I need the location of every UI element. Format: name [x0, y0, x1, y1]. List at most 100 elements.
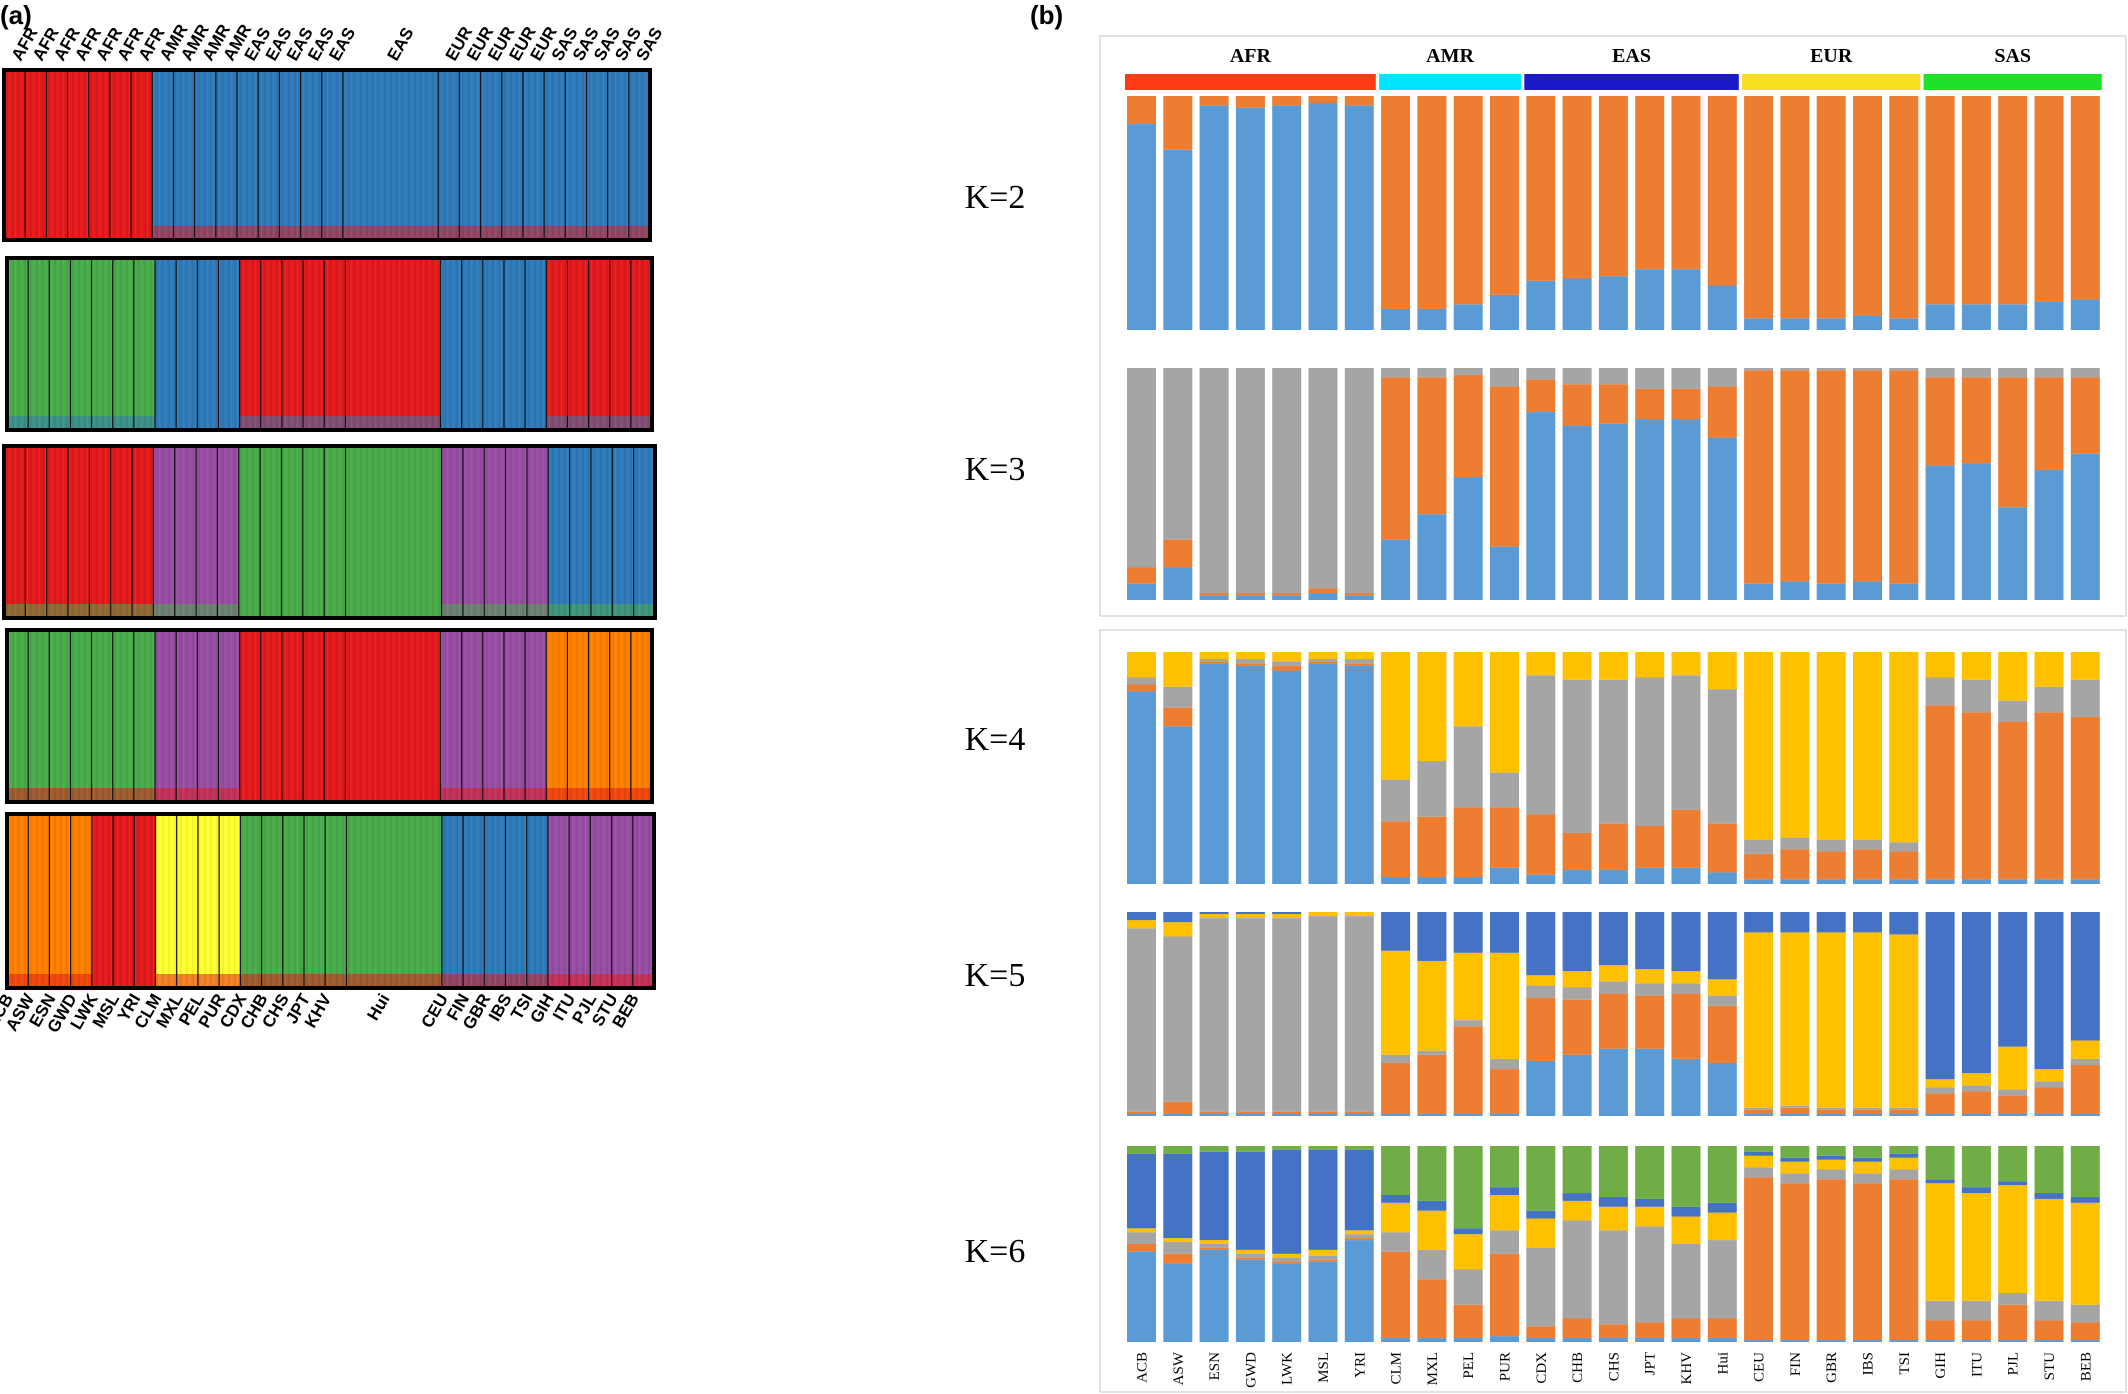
stacked-bar-segment — [1635, 867, 1665, 884]
category-label: CEU — [1752, 1352, 1768, 1382]
stacked-bar-segment — [1272, 918, 1302, 1112]
category-label: ITU — [1969, 1352, 1985, 1377]
stacked-bar-segment — [1889, 583, 1919, 600]
stacked-bar-segment — [1671, 1338, 1701, 1342]
stacked-bar-segment — [1344, 368, 1374, 594]
stacked-bar-segment — [1381, 1202, 1411, 1233]
stacked-bar-segment — [1199, 96, 1229, 106]
stacked-bar-segment — [2034, 1340, 2064, 1342]
stacked-bar-segment — [1562, 1338, 1592, 1342]
stacked-bar-segment — [1961, 96, 1991, 305]
stacked-bar-segment — [1381, 1054, 1411, 1063]
stacked-bar-segment — [1889, 842, 1919, 852]
stacked-bar-segment — [1707, 823, 1737, 873]
stacked-bar-segment — [1889, 96, 1919, 319]
stacked-bar-segment — [1490, 1058, 1519, 1070]
stacked-bar-segment — [1707, 872, 1737, 884]
stacked-bar-segment — [1816, 1113, 1846, 1116]
stacked-bar-segment — [1272, 665, 1302, 671]
stacked-bar-segment — [1816, 1340, 1846, 1342]
stacked-bar-segment — [1780, 581, 1810, 600]
stacked-bar-segment — [1490, 1336, 1519, 1342]
stacked-bar-segment — [1453, 807, 1483, 878]
stacked-bar-segment — [1780, 96, 1810, 319]
category-label: JPT — [1643, 1352, 1659, 1375]
stacked-bar-segment — [1744, 1177, 1774, 1341]
stacked-bar-segment — [1744, 370, 1774, 584]
stacked-bar-segment — [1272, 670, 1302, 884]
stacked-bar-segment — [1889, 912, 1919, 935]
stacked-bar-segment — [1671, 652, 1701, 676]
stacked-bar-segment — [1998, 1095, 2028, 1114]
stacked-bar-segment — [1272, 661, 1302, 666]
stacked-bar-segment — [1853, 1107, 1882, 1110]
stacked-bar-segment — [1961, 912, 1991, 1074]
stacked-bar-segment — [1272, 1146, 1302, 1150]
structure-plot-4 — [2, 444, 657, 620]
stacked-bar-segment — [1598, 981, 1628, 994]
stacked-bar-segment — [1417, 1146, 1447, 1201]
stacked-bar-segment — [1235, 1249, 1265, 1254]
stacked-bar-segment — [1816, 652, 1846, 840]
stacked-bar-segment — [1235, 1146, 1265, 1152]
stacked-bar-segment — [1925, 652, 1955, 678]
stacked-bar-segment — [1272, 1253, 1302, 1258]
structure-frame — [2, 68, 652, 242]
stacked-bar-segment — [1671, 96, 1701, 270]
superpop-bar-afr — [1125, 74, 1376, 90]
stacked-bar-segment — [1526, 280, 1556, 330]
stacked-bar-segment — [1707, 386, 1737, 438]
stacked-bar-segment — [1635, 1206, 1665, 1227]
stacked-bar-segment — [1961, 304, 1991, 330]
stacked-bar-segment — [1744, 853, 1774, 880]
stacked-bar-segment — [1344, 593, 1374, 596]
stacked-bar-segment — [1199, 595, 1229, 600]
stacked-bar-segment — [1127, 1146, 1156, 1154]
stacked-bar-segment — [1925, 1079, 1955, 1088]
stacked-bar-segment — [1598, 384, 1628, 424]
stacked-bar-segment — [1816, 912, 1846, 933]
stacked-bar-segment — [1127, 1244, 1156, 1252]
stacked-bar-segment — [1526, 1146, 1556, 1211]
k-label: K=4 — [965, 721, 1026, 758]
stacked-bar-segment — [1453, 877, 1483, 884]
stacked-bar-segment — [2034, 96, 2064, 302]
stacked-bar-segment — [1127, 677, 1156, 685]
stacked-bar-segment — [1199, 1240, 1229, 1244]
stacked-bar-segment — [1853, 368, 1882, 371]
stacked-bar-segment — [1308, 593, 1338, 600]
stacked-bar-segment — [1598, 912, 1628, 966]
stacked-bar-segment — [1163, 96, 1193, 150]
stacked-bar-segment — [1635, 96, 1665, 270]
stacked-bar-segment — [2034, 1087, 2064, 1114]
stacked-bar-segment — [1816, 932, 1846, 1108]
stacked-bar-segment — [1853, 1183, 1882, 1341]
stacked-bar-segment — [1453, 652, 1483, 727]
stacked-bar-segment — [1127, 567, 1156, 584]
stacked-bar-segment — [1417, 96, 1447, 309]
stacked-bar-segment — [1163, 1153, 1193, 1239]
stacked-bar-segment — [1562, 999, 1592, 1055]
stacked-bar-segment — [1344, 916, 1374, 1112]
stacked-bar-segment — [1598, 423, 1628, 600]
stacked-bar-segment — [1562, 870, 1592, 884]
stacked-bar-segment — [1961, 1320, 1991, 1341]
category-label: KHV — [1679, 1352, 1695, 1385]
stacked-bar-segment — [1889, 1107, 1919, 1110]
stacked-bar-segment — [1308, 661, 1338, 664]
stacked-bar-segment — [1671, 993, 1701, 1059]
stacked-bar-segment — [1417, 1113, 1447, 1116]
stacked-bar-segment — [1381, 368, 1411, 378]
stacked-bar-segment — [1671, 1216, 1701, 1244]
panel-b-label: (b) — [1030, 0, 1063, 30]
stacked-bar-segment — [1853, 652, 1882, 840]
bar-chart-K=4 — [1127, 652, 2100, 884]
stacked-bar-segment — [2070, 368, 2100, 378]
stacked-bar-segment — [1961, 1187, 1991, 1194]
structure-plot-5 — [5, 628, 654, 804]
stacked-bar-segment — [1780, 1105, 1810, 1108]
stacked-bar-segment — [1163, 149, 1193, 330]
stacked-bar-segment — [1127, 684, 1156, 692]
stacked-bar-segment — [1235, 1259, 1265, 1342]
